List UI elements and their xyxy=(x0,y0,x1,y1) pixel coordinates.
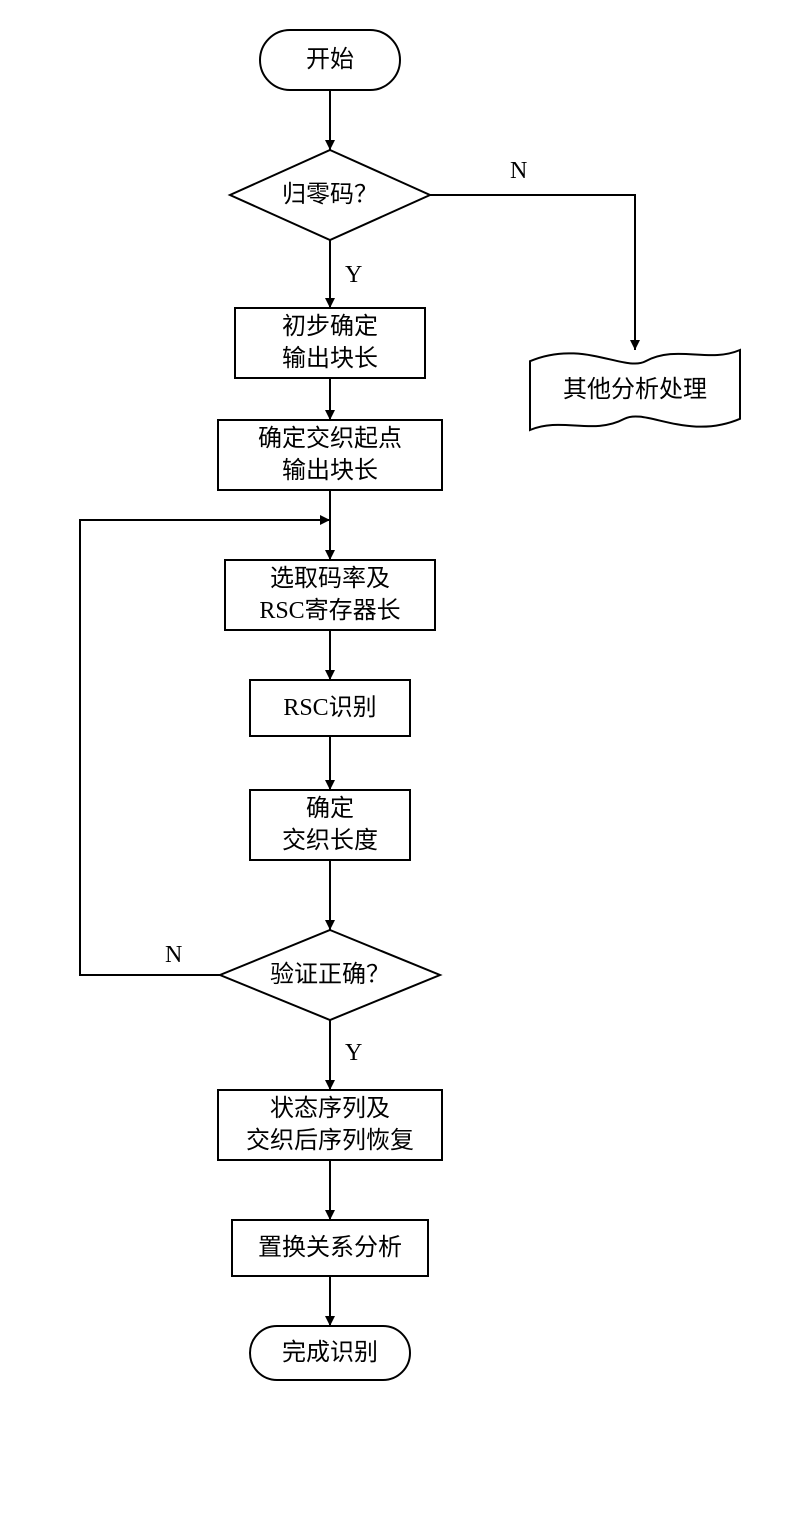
process-rsc-identify-label: RSC识别 xyxy=(283,692,376,724)
decision-verify: 验证正确？ xyxy=(220,930,440,1020)
decision-zero-code-label: 归零码？ xyxy=(282,179,378,211)
process-permutation-label: 置换关系分析 xyxy=(258,1232,402,1264)
process-select-rate-rsc: 选取码率及 RSC寄存器长 xyxy=(225,560,435,630)
decision-verify-label: 验证正确？ xyxy=(270,959,390,991)
process-interleave-length-label: 确定 交织长度 xyxy=(282,793,378,858)
edge-label-d1-y: Y xyxy=(345,262,362,289)
decision-zero-code: 归零码？ xyxy=(230,150,430,240)
process-preliminary-block-length-label: 初步确定 输出块长 xyxy=(282,311,378,376)
end-node: 完成识别 xyxy=(250,1326,410,1380)
start-label: 开始 xyxy=(306,44,354,76)
edge-label-d2-y: Y xyxy=(345,1040,362,1067)
document-other-analysis-label: 其他分析处理 xyxy=(563,374,707,406)
process-interleave-length: 确定 交织长度 xyxy=(250,790,410,860)
edge-label-d2-n: N xyxy=(165,942,182,969)
end-label: 完成识别 xyxy=(282,1337,378,1369)
process-state-sequence: 状态序列及 交织后序列恢复 xyxy=(218,1090,442,1160)
process-preliminary-block-length: 初步确定 输出块长 xyxy=(235,308,425,378)
process-select-rate-rsc-label: 选取码率及 RSC寄存器长 xyxy=(259,563,400,628)
start-node: 开始 xyxy=(260,30,400,90)
process-interleave-start: 确定交织起点 输出块长 xyxy=(218,420,442,490)
document-other-analysis: 其他分析处理 xyxy=(530,350,740,430)
process-rsc-identify: RSC识别 xyxy=(250,680,410,736)
flowchart-canvas: 开始 归零码？ 初步确定 输出块长 确定交织起点 输出块长 选取码率及 RSC寄… xyxy=(0,0,800,1516)
process-interleave-start-label: 确定交织起点 输出块长 xyxy=(258,423,402,488)
edge-label-d1-n: N xyxy=(510,158,527,185)
process-permutation: 置换关系分析 xyxy=(232,1220,428,1276)
process-state-sequence-label: 状态序列及 交织后序列恢复 xyxy=(246,1093,414,1158)
